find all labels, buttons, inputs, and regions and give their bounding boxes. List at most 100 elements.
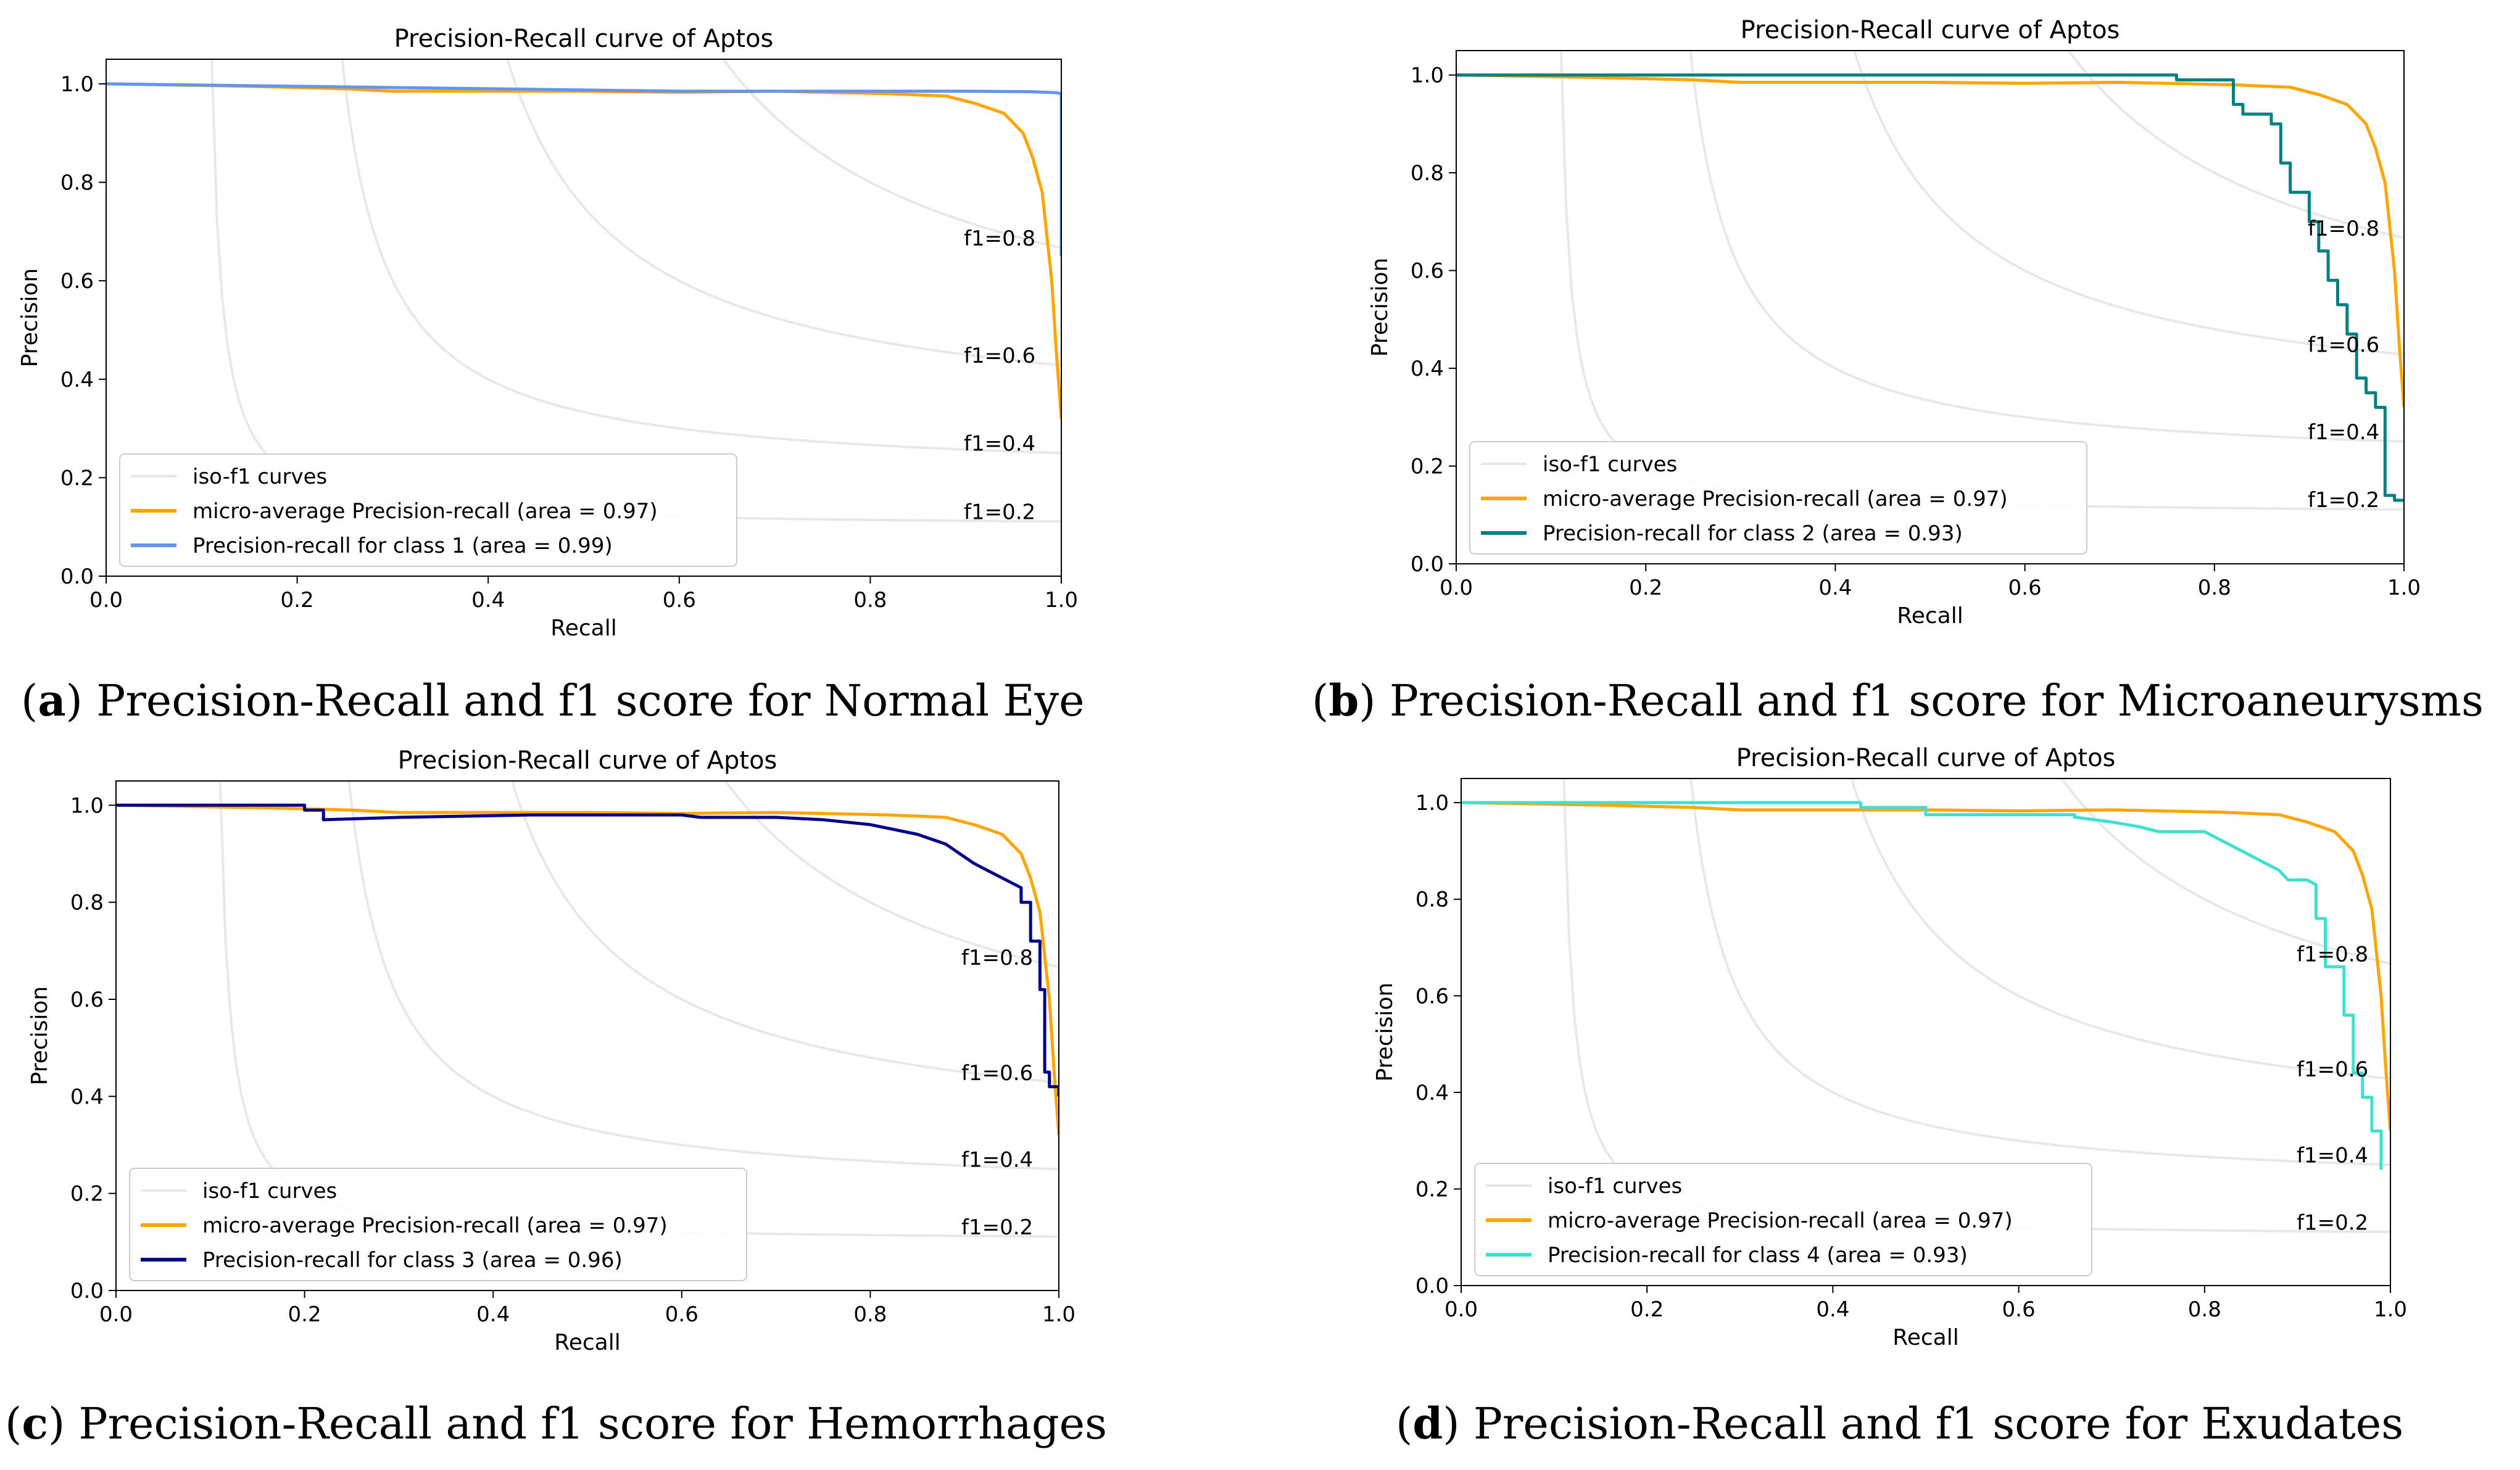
iso-f1-curve-0.8 — [721, 59, 1061, 249]
x-tick-label: 0.2 — [1630, 1297, 1664, 1322]
y-tick-label: 0.6 — [60, 269, 94, 294]
y-tick-label: 0.8 — [1411, 161, 1444, 186]
chart-title: Precision-Recall curve of Aptos — [1741, 16, 2120, 44]
iso-f1-curve-0.8 — [2060, 778, 2390, 965]
y-tick-label: 0.8 — [60, 171, 94, 196]
y-tick-label: 0.4 — [1415, 1081, 1449, 1105]
x-tick-label: 0.0 — [1444, 1297, 1478, 1322]
x-tick-label: 0.8 — [853, 1302, 887, 1327]
y-axis-label: Precision — [17, 268, 43, 368]
x-tick-label: 1.0 — [2374, 1297, 2407, 1322]
iso-f1-curve-0.8 — [723, 781, 1059, 968]
iso-f1-label: f1=0.6 — [961, 1061, 1033, 1086]
iso-f1-curve-0.4 — [1689, 778, 2390, 1167]
series-line-2 — [106, 82, 1061, 257]
legend-label: micro-average Precision-recall (area = 0… — [1548, 1208, 2013, 1233]
legend: iso-f1 curves micro-average Precision-rec… — [1469, 441, 2087, 555]
caption-paren: ( — [5, 1398, 22, 1449]
caption-paren: ( — [1396, 1398, 1412, 1449]
iso-f1-curve-0.6 — [506, 59, 1061, 366]
iso-f1-label: f1=0.4 — [961, 1148, 1033, 1173]
legend-label: iso-f1 curves — [193, 465, 327, 489]
series-line-1 — [106, 82, 1061, 419]
x-tick-label: 0.4 — [1816, 1297, 1849, 1322]
caption-letter: b — [1328, 675, 1359, 726]
y-axis-label: Precision — [27, 986, 52, 1086]
iso-f1-label: f1=0.8 — [2308, 217, 2379, 241]
x-tick-label: 1.0 — [2387, 576, 2421, 600]
iso-f1-label: f1=0.8 — [2297, 942, 2368, 967]
y-tick-label: 0.4 — [60, 368, 94, 392]
legend: iso-f1 curves micro-average Precision-rec… — [129, 1168, 747, 1281]
caption-text: ) Precision-Recall and f1 score for Exud… — [1443, 1398, 2403, 1449]
x-tick-label: 1.0 — [1045, 588, 1078, 613]
y-tick-label: 0.2 — [1411, 455, 1444, 479]
legend-box — [1469, 441, 2087, 555]
iso-f1-label: f1=0.8 — [964, 226, 1035, 251]
axes-frame — [115, 780, 1059, 1291]
y-tick-label: 1.0 — [1411, 64, 1444, 88]
panel-caption: (d) Precision-Recall and f1 score for Ex… — [1396, 1398, 2403, 1449]
y-tick-label: 1.0 — [1415, 791, 1449, 816]
chart-panel-c: f1=0.2 f1=0.4 f1=0.6 f1=0.8 0.0 0.2 0.4 0.6 0.8 1… — [5, 746, 1107, 1449]
axes-frame — [1461, 778, 2391, 1286]
iso-f1-curve-0.4 — [1689, 51, 2404, 443]
iso-f1-label: f1=0.6 — [2308, 333, 2379, 358]
x-tick-label: 0.0 — [99, 1302, 133, 1327]
legend-label: iso-f1 curves — [1543, 452, 1677, 477]
x-tick-label: 0.8 — [2198, 576, 2231, 600]
iso-f1-curve-0.6 — [1850, 778, 2390, 1080]
caption-paren: ( — [1312, 675, 1328, 726]
legend-box — [1474, 1163, 2092, 1276]
x-axis-label: Recall — [1892, 1325, 1958, 1350]
chart-title: Precision-Recall curve of Aptos — [394, 25, 774, 53]
y-tick-label: 0.6 — [70, 988, 104, 1012]
chart-panel-a: f1=0.2 f1=0.4 f1=0.6 f1=0.8 0.0 0.2 0.4 0.6 0.8 1… — [17, 25, 1085, 726]
y-tick-label: 0.0 — [1411, 552, 1444, 577]
iso-f1-curve-0.4 — [341, 59, 1061, 455]
legend-label: iso-f1 curves — [202, 1179, 337, 1204]
caption-paren: ( — [21, 675, 38, 726]
y-tick-label: 0.2 — [1415, 1177, 1449, 1202]
iso-f1-label: f1=0.2 — [964, 500, 1035, 524]
x-tick-label: 1.0 — [1042, 1302, 1076, 1327]
x-axis-label: Recall — [1897, 603, 1963, 629]
iso-f1-label: f1=0.2 — [2308, 488, 2379, 513]
iso-f1-label: f1=0.2 — [2297, 1210, 2368, 1235]
legend-label: Precision-recall for class 4 (area = 0.9… — [1548, 1243, 1968, 1268]
panel-caption: (b) Precision-Recall and f1 score for Mi… — [1312, 675, 2484, 726]
x-axis-label: Recall — [554, 1330, 620, 1355]
iso-f1-label: f1=0.8 — [961, 946, 1033, 970]
iso-f1-label: f1=0.4 — [964, 432, 1035, 456]
caption-letter: d — [1412, 1398, 1443, 1449]
caption-letter: a — [38, 675, 65, 726]
x-tick-label: 0.6 — [2002, 1297, 2036, 1322]
y-tick-label: 0.4 — [70, 1084, 104, 1109]
legend-label: micro-average Precision-recall (area = 0… — [1543, 487, 2008, 511]
legend-box — [119, 453, 737, 567]
x-tick-label: 0.2 — [1629, 576, 1662, 600]
panel-caption: (a) Precision-Recall and f1 score for No… — [21, 675, 1085, 726]
series-line-1 — [1461, 801, 2390, 1131]
series-line-1 — [1456, 73, 2404, 408]
series-line-2 — [1461, 801, 2383, 1170]
series-line-2 — [1456, 73, 2404, 502]
x-tick-label: 0.0 — [1440, 576, 1473, 600]
legend-label: iso-f1 curves — [1548, 1174, 1682, 1199]
y-tick-label: 0.2 — [60, 466, 94, 490]
axes-frame — [1456, 50, 2405, 564]
series-lines — [1456, 73, 2404, 502]
iso-f1-curve-0.6 — [510, 781, 1059, 1084]
y-tick-label: 0.6 — [1411, 259, 1444, 284]
series-lines — [106, 82, 1061, 419]
iso-f1-curve-0.4 — [347, 781, 1059, 1171]
panel-caption: (c) Precision-Recall and f1 score for He… — [5, 1398, 1107, 1449]
x-tick-label: 0.4 — [471, 588, 505, 613]
legend-label: Precision-recall for class 2 (area = 0.9… — [1543, 521, 1963, 546]
legend-label: micro-average Precision-recall (area = 0… — [193, 499, 658, 524]
x-tick-label: 0.4 — [1818, 576, 1852, 600]
legend-box — [129, 1168, 747, 1281]
y-axis-label: Precision — [1372, 983, 1398, 1082]
caption-letter: c — [22, 1398, 48, 1449]
